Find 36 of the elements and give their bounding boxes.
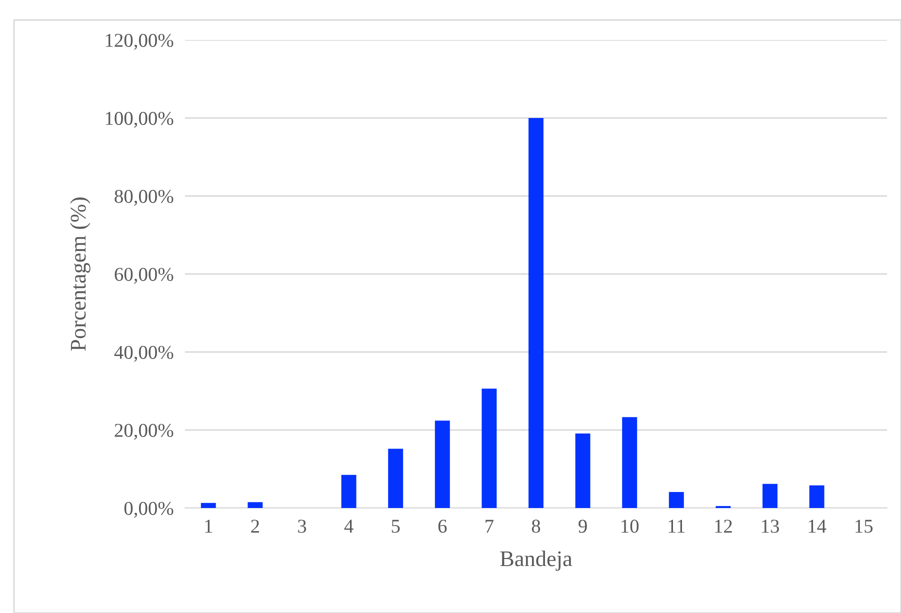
x-tick-label: 12 (715, 520, 732, 533)
x-tick-label: 13 (762, 520, 779, 533)
bar (622, 417, 638, 508)
x-tick-label: 4 (344, 520, 354, 533)
y-tick-label: 40,00% (114, 346, 174, 362)
x-tick-label: 14 (808, 520, 826, 533)
bar (528, 118, 544, 508)
y-axis-title: Porcentagem (%) (70, 198, 90, 351)
bar (434, 420, 450, 508)
bar (809, 485, 824, 508)
y-tick-label: 60,00% (114, 268, 174, 284)
x-tick-label: 5 (392, 520, 400, 533)
bar (668, 492, 684, 508)
y-tick-label: 0,00% (124, 502, 174, 518)
bar (341, 474, 356, 508)
x-tick-label: 10 (622, 520, 639, 533)
y-tick-label: 120,00% (106, 34, 174, 50)
x-tick-label: 3 (298, 520, 306, 533)
x-tick-label: 11 (668, 520, 685, 533)
bar (762, 484, 778, 508)
x-tick-label: 15 (856, 520, 873, 533)
x-tick-label: 1 (205, 520, 212, 533)
y-tick-label: 80,00% (114, 190, 174, 206)
x-tick-label: 2 (251, 520, 259, 533)
x-tick-label: 7 (486, 520, 494, 533)
bar (575, 434, 590, 508)
bar (388, 448, 404, 508)
x-axis-title: Bandeja (500, 550, 572, 571)
y-tick-label: 100,00% (106, 112, 174, 128)
x-tick-label: 9 (578, 520, 587, 533)
bar (200, 502, 216, 508)
x-tick-label: 6 (438, 520, 447, 533)
bar (482, 388, 497, 508)
x-tick-label: 8 (532, 520, 540, 533)
bar (248, 502, 263, 508)
y-tick-label: 20,00% (114, 424, 174, 440)
